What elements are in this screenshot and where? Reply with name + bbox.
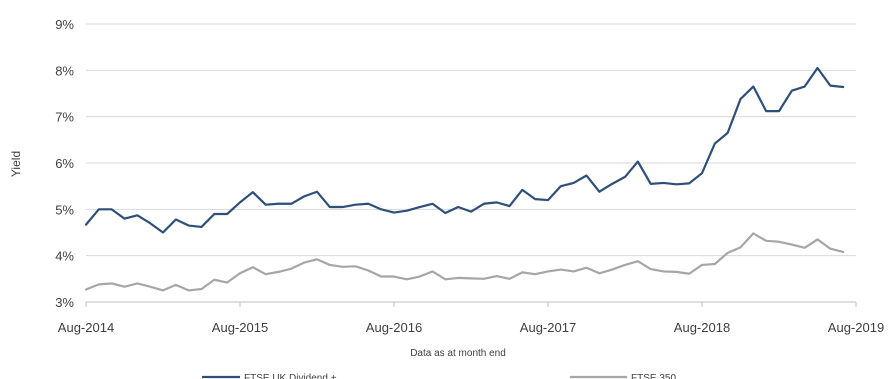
x-axis-title: Data as at month end	[410, 348, 506, 359]
y-tick-label: 3%	[55, 295, 74, 310]
x-tick-label: Aug-2014	[58, 320, 114, 335]
y-tick-labels: 3% 4% 5% 6% 7% 8% 9%	[55, 17, 74, 310]
gridlines	[86, 23, 856, 257]
legend-label: FTSE 350	[631, 373, 676, 379]
x-tick-labels: Aug-2014 Aug-2015 Aug-2016 Aug-2017 Aug-2018…	[58, 302, 884, 335]
legend-label: FTSE UK Dividend +	[244, 373, 337, 379]
y-tick-label: 5%	[55, 202, 74, 217]
x-tick-label: Aug-2017	[520, 320, 576, 335]
x-tick-label: Aug-2016	[366, 320, 422, 335]
y-tick-label: 8%	[55, 63, 74, 78]
y-axis-title: Yield	[9, 151, 23, 177]
series-line-1	[84, 232, 845, 292]
x-tick-label: Aug-2015	[212, 320, 268, 335]
y-tick-label: 7%	[55, 110, 74, 125]
series-lines	[84, 66, 845, 292]
y-tick-label: 9%	[55, 17, 74, 32]
series-line-0	[84, 66, 845, 234]
y-tick-label: 6%	[55, 156, 74, 171]
legend: FTSE UK Dividend + FTSE 350	[202, 373, 676, 379]
x-tick-label: Aug-2018	[674, 320, 730, 335]
x-tick-label: Aug-2019	[828, 320, 884, 335]
y-tick-label: 4%	[55, 249, 74, 264]
